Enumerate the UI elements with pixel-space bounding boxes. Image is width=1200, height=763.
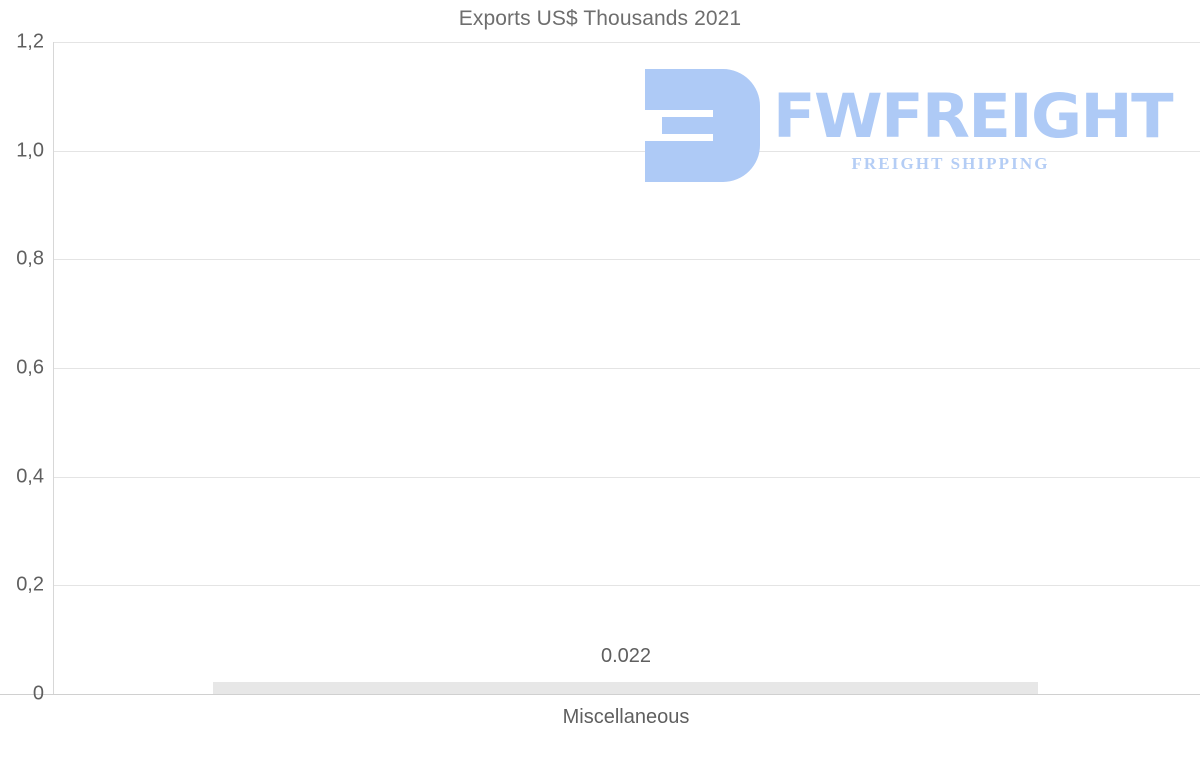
chart-title: Exports US$ Thousands 2021 (458, 7, 742, 30)
gridline-0-4 (53, 477, 1200, 478)
gridline-0-8 (53, 259, 1200, 260)
y-tick-label-0: 0 (32, 682, 44, 705)
x-axis-line (0, 694, 1200, 695)
y-tick-label-0-2: 0,2 (16, 573, 44, 596)
y-tick-label-0-4: 0,4 (16, 465, 44, 488)
bar-miscellaneous[interactable] (213, 682, 1038, 694)
gridline-0-6 (53, 368, 1200, 369)
x-tick-label-miscellaneous: Miscellaneous (562, 706, 690, 728)
y-tick-label-1-0: 1,0 (16, 139, 44, 162)
y-tick-label-1-2: 1,2 (16, 30, 44, 53)
gridline-0-2 (53, 585, 1200, 586)
y-tick-label-0-8: 0,8 (16, 247, 44, 270)
gridline-1-0 (53, 151, 1200, 152)
bar-value-label-miscellaneous: 0.022 (600, 645, 652, 667)
y-axis-line (53, 42, 54, 695)
gridline-1-2 (53, 42, 1200, 43)
y-tick-label-0-6: 0,6 (16, 356, 44, 379)
